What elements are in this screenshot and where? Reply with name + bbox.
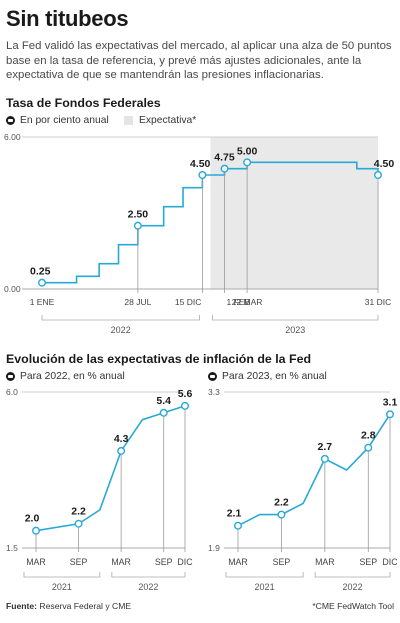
page-title: Sin titubeos	[6, 6, 129, 31]
rate-point-marker	[133, 221, 142, 230]
infl-2022-y-tick-label-bottom: 1.5	[6, 543, 18, 553]
x-tick-label: 22 MAR	[232, 297, 263, 307]
rate-legend-series-label: En por ciento anual	[20, 115, 109, 126]
infl-2023-point-marker	[277, 510, 286, 519]
infl-2023-year-2022-bracket	[314, 572, 391, 578]
rate-series-line	[42, 161, 379, 284]
infl-2022-point-marker	[74, 519, 83, 528]
infl-2022-data-label: 2.0	[25, 513, 40, 525]
inflation-2022-legend-label: Para 2022, en % anual	[20, 371, 125, 382]
infl-2023-year-2021-bracket	[225, 572, 304, 578]
infl-2022-data-label: 2.2	[71, 506, 86, 518]
rate-data-label: 2.50	[128, 209, 149, 221]
rate-point-marker	[374, 170, 383, 179]
infl-2023-y-tick-label-top: 3.3	[208, 387, 220, 397]
page-subtitle: La Fed validó las expectativas del merca…	[6, 40, 392, 81]
footnote: *CME FedWatch Tool	[312, 601, 394, 611]
infl-2023-point-marker	[386, 410, 395, 419]
infl-2023-data-label: 2.8	[361, 430, 376, 442]
x-tick-label: 1 ENE	[30, 297, 55, 307]
x-tick-label: 15 DIC	[175, 297, 201, 307]
infl-2022-data-label: 5.6	[178, 388, 193, 400]
infl-2023-point-marker	[364, 443, 373, 452]
infl-2023-x-tick-label: MAR	[228, 557, 248, 567]
infl-2022-y-tick-label-top: 6.0	[6, 387, 18, 397]
infl-2022-data-label: 4.3	[114, 433, 129, 445]
infl-2023-x-tick-label: SEP	[273, 557, 291, 567]
rate-data-label: 5.00	[237, 145, 258, 157]
infl-2022-year-2021-bracket	[23, 572, 101, 578]
infl-2023-y-tick-label-bottom: 1.9	[208, 543, 220, 553]
infl-2023-data-label: 2.1	[227, 508, 242, 520]
infl-2022-point-marker	[159, 408, 168, 417]
infl-2023-series-line	[237, 413, 391, 527]
rate-legend-shade-label: Expectativa*	[139, 115, 197, 126]
infl-2023-x-tick-label: SEP	[359, 557, 377, 567]
inflation-section-title: Evolución de las expectativas de inflaci…	[6, 352, 312, 366]
infl-2022-x-tick-label: DIC	[177, 557, 193, 567]
rate-point-marker	[243, 158, 252, 167]
year-2023-label: 2023	[285, 325, 305, 335]
infl-2022-point-marker	[180, 401, 189, 410]
rate-chart-title: Tasa de Fondos Federales	[6, 96, 161, 110]
year-2023-bracket	[212, 315, 379, 321]
infl-2022-point-marker	[117, 446, 126, 455]
source-label: Fuente:	[6, 601, 38, 611]
infl-2023-year-2021-label: 2021	[255, 582, 275, 592]
rate-point-marker	[198, 170, 207, 179]
footer: Fuente: Reserva Federal y CME *CME FedWa…	[6, 601, 394, 611]
infl-2022-x-tick-label: SEP	[155, 557, 173, 567]
infl-2023-data-label: 2.7	[318, 441, 333, 453]
inflation-2023-legend-label: Para 2023, en % anual	[222, 371, 327, 382]
infl-2023-data-label: 2.2	[274, 497, 289, 509]
infl-2023-x-tick-label: DIC	[382, 557, 398, 567]
legend-shade-swatch	[124, 116, 133, 125]
x-tick-label: 1 FEB	[227, 297, 251, 307]
rate-point-marker	[220, 164, 229, 173]
legend-marker-icon	[6, 116, 15, 125]
legend-marker-icon	[6, 372, 15, 381]
rate-data-label: 4.50	[374, 158, 395, 170]
inflation-2023-legend: Para 2023, en % anual	[208, 371, 327, 382]
infl-2022-year-2021-label: 2021	[52, 582, 72, 592]
infl-2023-year-2022-label: 2022	[343, 582, 363, 592]
infl-2022-x-tick-label: SEP	[70, 557, 88, 567]
rate-data-label: 4.50	[190, 158, 211, 170]
infl-2023-point-marker	[320, 454, 329, 463]
year-2022-bracket	[41, 315, 200, 321]
rate-legend-shade: Expectativa*	[124, 115, 196, 126]
infl-2022-x-tick-label: MAR	[26, 557, 46, 567]
infl-2022-year-2022-bracket	[111, 572, 186, 578]
infl-2022-data-label: 5.4	[156, 395, 171, 407]
rate-legend-series: En por ciento anual	[6, 115, 109, 126]
infl-2023-point-marker	[233, 521, 242, 530]
y-tick-label-top: 6.00	[4, 132, 21, 142]
infl-2023-x-tick-label: MAR	[315, 557, 335, 567]
infl-2022-x-tick-label: MAR	[111, 557, 131, 567]
x-tick-label: 28 JUL	[124, 297, 151, 307]
infl-2022-point-marker	[32, 526, 41, 535]
rate-data-label: 0.25	[30, 266, 51, 278]
x-tick-label: 31 DIC	[365, 297, 391, 307]
rate-point-marker	[38, 278, 47, 287]
year-2022-label: 2022	[111, 325, 131, 335]
source-text: Reserva Federal y CME	[39, 601, 132, 611]
y-tick-label-bottom: 0.00	[4, 284, 21, 294]
infl-2022-year-2022-label: 2022	[138, 582, 158, 592]
legend-marker-icon	[208, 372, 217, 381]
infl-2023-data-label: 3.1	[383, 396, 398, 408]
inflation-2022-legend: Para 2022, en % anual	[6, 371, 125, 382]
rate-data-label: 4.75	[214, 152, 235, 164]
